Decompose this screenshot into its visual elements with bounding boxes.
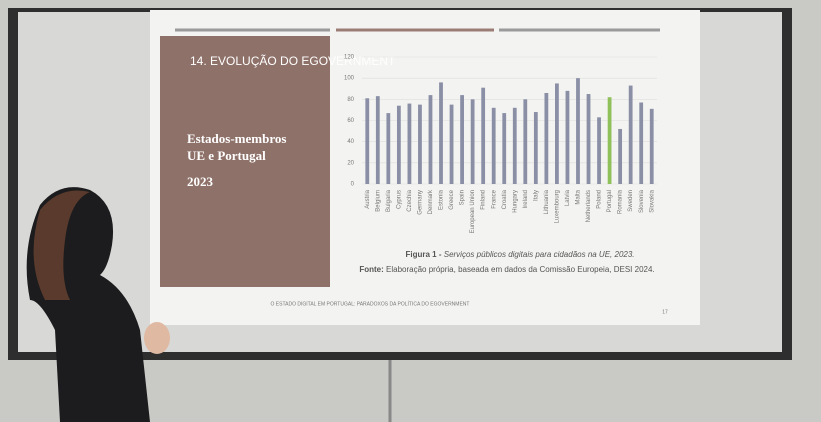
x-tick-label: Sweden: [628, 190, 634, 212]
x-tick-label: Luxembourg: [554, 190, 560, 223]
x-tick-label: Ireland: [523, 190, 529, 208]
x-tick-label: Netherlands: [586, 190, 592, 222]
x-tick-label: Latvia: [565, 189, 571, 206]
caption-text: Serviços públicos digitais para cidadãos…: [444, 250, 635, 259]
y-tick-label: 80: [347, 97, 354, 103]
footer: O ESTADO DIGITAL EM PORTUGAL: PARADOXOS …: [271, 300, 470, 307]
y-tick-label: 40: [347, 139, 354, 145]
bar: [439, 82, 443, 184]
bar: [544, 93, 548, 184]
bar: [618, 129, 622, 184]
y-tick-label: 20: [347, 160, 354, 166]
bar: [450, 105, 454, 184]
y-tick-label: 120: [344, 55, 355, 61]
caption: Figura 1 - Serviços públicos digitais pa…: [405, 250, 634, 259]
presenter-hands: [144, 322, 170, 354]
x-tick-label: Malta: [576, 189, 582, 204]
year: 2023: [187, 174, 214, 189]
x-tick-label: Romania: [618, 189, 624, 214]
bar: [397, 106, 401, 184]
caption-label: Figura 1 -: [405, 250, 441, 259]
x-tick-label: Spain: [460, 190, 466, 205]
x-tick-label: Germany: [418, 190, 424, 215]
x-tick-label: Estonia: [439, 189, 445, 210]
bar: [566, 91, 570, 184]
bar: [576, 78, 580, 184]
x-tick-label: Lithuania: [544, 189, 550, 214]
subtitle: Estados-membros: [187, 131, 286, 146]
y-tick-label: 60: [347, 118, 354, 124]
x-tick-label: Slovakia: [649, 189, 655, 212]
x-tick-label: Belgium: [375, 190, 381, 212]
bar: [608, 97, 612, 184]
bar: [587, 94, 591, 184]
bar: [429, 95, 433, 184]
x-tick-label: Greece: [449, 189, 455, 209]
x-tick-label: Bulgaria: [386, 189, 392, 212]
bar: [471, 99, 475, 184]
bar: [376, 96, 380, 184]
bar: [502, 113, 506, 184]
source-label: Fonte:: [359, 265, 383, 274]
bar: [629, 86, 633, 184]
x-tick-label: Austria: [365, 189, 371, 208]
x-tick-label: France: [491, 189, 497, 208]
x-tick-label: Slovenia: [639, 189, 645, 213]
x-tick-label: Portugal: [607, 190, 613, 212]
bar: [555, 83, 559, 184]
x-tick-label: European Union: [470, 190, 476, 233]
bar: [365, 98, 369, 184]
bar: [460, 95, 464, 184]
bar: [418, 105, 422, 184]
page-number: 17: [662, 309, 668, 315]
slide-title: 14. EVOLUÇÃO DO EGOVERNMENT: [190, 54, 396, 68]
bar: [386, 113, 390, 184]
bar: [492, 108, 496, 184]
y-tick-label: 100: [344, 76, 355, 82]
x-tick-label: Croatia: [502, 189, 508, 209]
x-tick-label: Finland: [481, 190, 487, 210]
bar: [523, 99, 527, 184]
bar: [408, 104, 412, 184]
bar: [513, 108, 517, 184]
x-tick-label: Poland: [597, 190, 603, 209]
source-text: Elaboração própria, baseada em dados da …: [386, 265, 655, 274]
subtitle: UE e Portugal: [187, 148, 266, 163]
x-tick-label: Denmark: [428, 189, 434, 214]
x-tick-label: Italy: [533, 190, 539, 201]
scene: 14. EVOLUÇÃO DO EGOVERNMENT Estados-memb…: [0, 0, 821, 422]
bar: [481, 88, 485, 184]
x-tick-label: Czechia: [407, 189, 413, 211]
x-tick-label: Hungary: [512, 190, 518, 213]
bar: [597, 117, 601, 184]
bar: [650, 109, 654, 184]
bar: [534, 112, 538, 184]
bar: [639, 103, 643, 184]
x-tick-label: Cyprus: [396, 190, 402, 209]
source: Fonte: Elaboração própria, baseada em da…: [359, 265, 654, 274]
